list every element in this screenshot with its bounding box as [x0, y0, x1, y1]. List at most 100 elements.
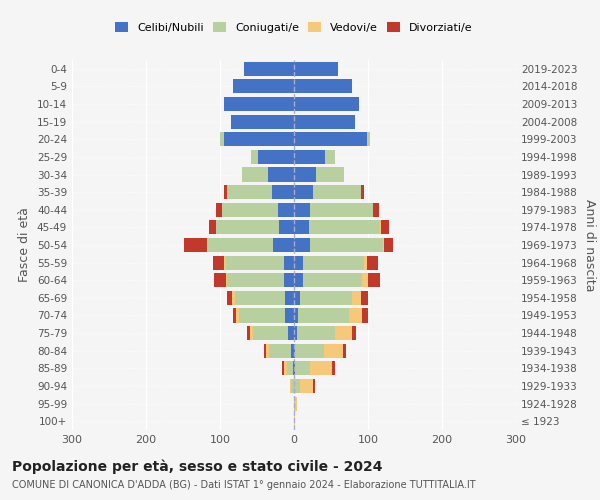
- Bar: [362, 308, 368, 322]
- Bar: [227, 273, 284, 287]
- Bar: [251, 150, 259, 164]
- Bar: [303, 256, 364, 270]
- Bar: [284, 362, 287, 376]
- Bar: [242, 168, 268, 181]
- Bar: [303, 273, 362, 287]
- Bar: [224, 256, 226, 270]
- Bar: [294, 220, 309, 234]
- Bar: [294, 396, 295, 410]
- Bar: [287, 362, 293, 376]
- Bar: [279, 220, 294, 234]
- Bar: [310, 202, 373, 217]
- Bar: [367, 132, 370, 146]
- Bar: [222, 202, 278, 217]
- Bar: [295, 396, 297, 410]
- Bar: [297, 326, 335, 340]
- Bar: [298, 308, 349, 322]
- Bar: [364, 256, 367, 270]
- Bar: [214, 273, 226, 287]
- Bar: [383, 238, 384, 252]
- Bar: [343, 344, 346, 358]
- Bar: [268, 168, 294, 181]
- Bar: [294, 114, 355, 128]
- Bar: [233, 80, 294, 94]
- Bar: [284, 273, 294, 287]
- Bar: [250, 326, 253, 340]
- Bar: [323, 344, 343, 358]
- Bar: [291, 379, 294, 393]
- Y-axis label: Anni di nascita: Anni di nascita: [583, 198, 596, 291]
- Bar: [216, 220, 279, 234]
- Bar: [288, 326, 294, 340]
- Bar: [232, 291, 235, 305]
- Bar: [227, 291, 232, 305]
- Bar: [316, 168, 344, 181]
- Bar: [352, 291, 361, 305]
- Bar: [294, 238, 310, 252]
- Bar: [294, 62, 338, 76]
- Bar: [253, 326, 288, 340]
- Bar: [290, 379, 291, 393]
- Bar: [282, 362, 284, 376]
- Bar: [285, 308, 294, 322]
- Bar: [259, 150, 294, 164]
- Bar: [294, 185, 313, 199]
- Bar: [247, 326, 250, 340]
- Bar: [293, 362, 294, 376]
- Bar: [266, 344, 269, 358]
- Bar: [300, 379, 313, 393]
- Bar: [294, 308, 298, 322]
- Bar: [309, 220, 380, 234]
- Bar: [231, 114, 294, 128]
- Bar: [368, 273, 380, 287]
- Bar: [294, 414, 295, 428]
- Bar: [313, 379, 315, 393]
- Bar: [335, 326, 352, 340]
- Bar: [224, 132, 294, 146]
- Bar: [295, 362, 310, 376]
- Bar: [285, 291, 294, 305]
- Bar: [224, 97, 294, 111]
- Bar: [382, 220, 389, 234]
- Bar: [269, 344, 291, 358]
- Bar: [224, 185, 227, 199]
- Bar: [236, 308, 239, 322]
- Bar: [310, 238, 383, 252]
- Bar: [295, 344, 323, 358]
- Bar: [373, 202, 379, 217]
- Bar: [209, 220, 216, 234]
- Bar: [294, 379, 300, 393]
- Bar: [244, 62, 294, 76]
- Y-axis label: Fasce di età: Fasce di età: [19, 208, 31, 282]
- Bar: [325, 150, 335, 164]
- Bar: [294, 132, 367, 146]
- Bar: [384, 238, 393, 252]
- Bar: [294, 150, 325, 164]
- Bar: [291, 344, 294, 358]
- Bar: [226, 256, 284, 270]
- Bar: [273, 238, 294, 252]
- Bar: [294, 291, 300, 305]
- Bar: [206, 238, 273, 252]
- Bar: [278, 202, 294, 217]
- Bar: [184, 238, 206, 252]
- Bar: [265, 344, 266, 358]
- Bar: [294, 326, 297, 340]
- Bar: [284, 256, 294, 270]
- Bar: [310, 362, 332, 376]
- Bar: [361, 291, 368, 305]
- Bar: [367, 256, 379, 270]
- Bar: [294, 273, 303, 287]
- Bar: [226, 273, 227, 287]
- Bar: [294, 97, 359, 111]
- Bar: [294, 80, 352, 94]
- Bar: [362, 273, 368, 287]
- Bar: [272, 185, 294, 199]
- Bar: [294, 202, 310, 217]
- Bar: [294, 344, 295, 358]
- Bar: [380, 220, 382, 234]
- Bar: [332, 362, 335, 376]
- Text: COMUNE DI CANONICA D'ADDA (BG) - Dati ISTAT 1° gennaio 2024 - Elaborazione TUTTI: COMUNE DI CANONICA D'ADDA (BG) - Dati IS…: [12, 480, 476, 490]
- Bar: [294, 168, 316, 181]
- Text: Popolazione per età, sesso e stato civile - 2024: Popolazione per età, sesso e stato civil…: [12, 460, 383, 474]
